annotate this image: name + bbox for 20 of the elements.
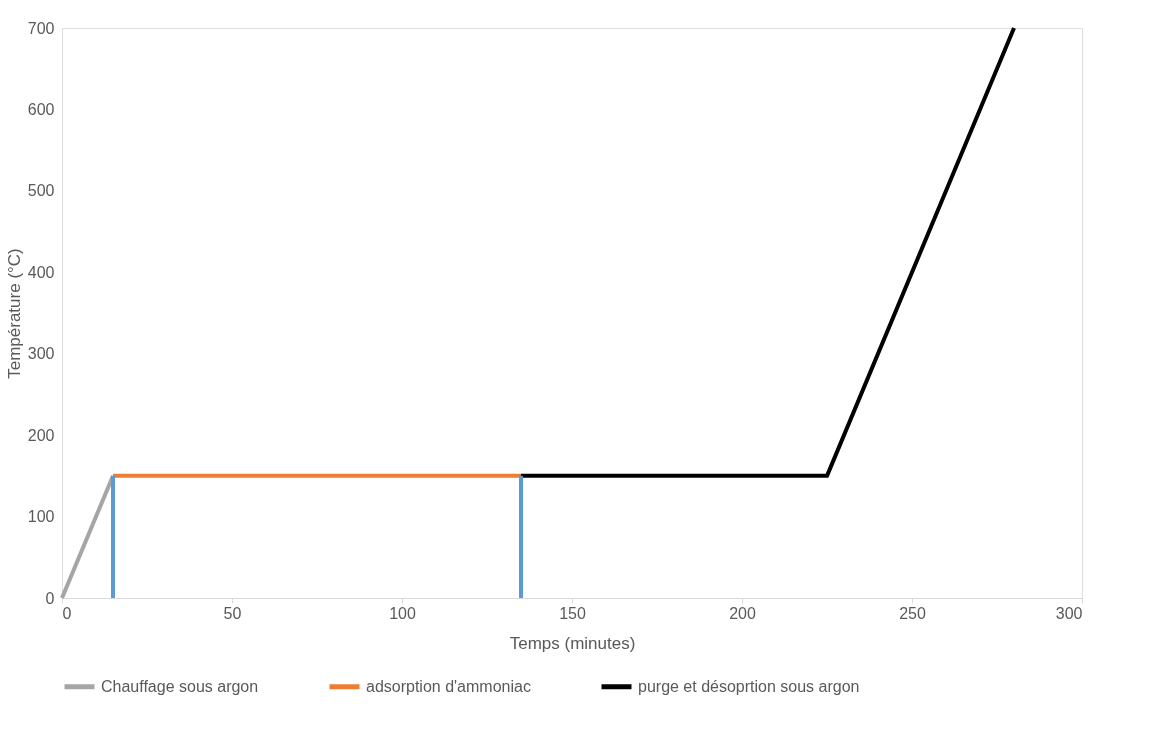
y-tick-label: 300 [27, 345, 55, 363]
y-tick-label: 600 [27, 100, 55, 118]
y-tick-label: 0 [45, 589, 55, 607]
x-tick-label: 50 [223, 604, 242, 622]
y-tick-label: 700 [27, 19, 55, 37]
y-tick-label: 200 [27, 426, 55, 444]
y-tick-label: 100 [27, 508, 55, 526]
legend-label: purge et désoprtion sous argon [638, 677, 860, 695]
y-axis-title: Température (°C) [4, 248, 24, 379]
x-tick-label: 0 [62, 604, 72, 622]
legend-label: adsorption d'ammoniac [366, 677, 531, 695]
x-tick-label: 100 [389, 604, 416, 622]
x-tick-label: 150 [559, 604, 586, 622]
x-tick-label: 300 [1055, 604, 1083, 622]
x-axis-title: Temps (minutes) [509, 633, 636, 653]
legend-label: Chauffage sous argon [101, 677, 259, 695]
y-tick-label: 500 [27, 182, 55, 200]
x-tick-label: 250 [899, 604, 926, 622]
x-tick-label: 200 [729, 604, 756, 622]
y-tick-label: 400 [27, 263, 55, 281]
